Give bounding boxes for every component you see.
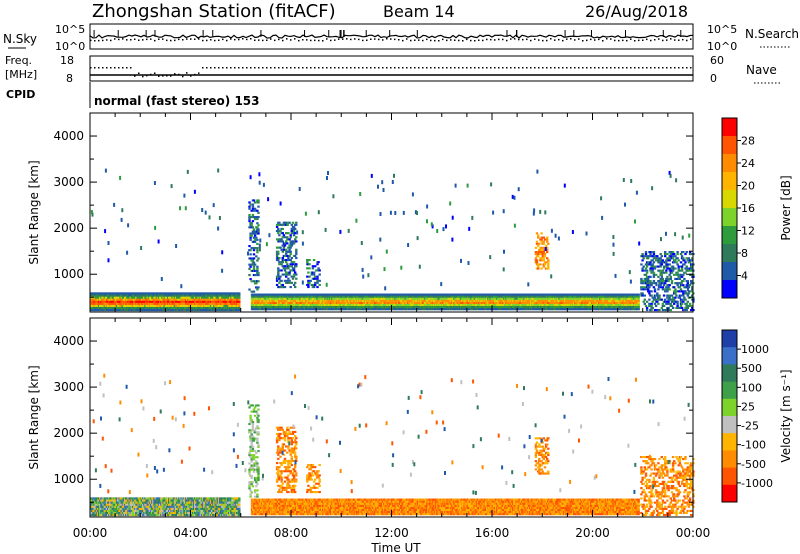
power-scatter (90, 168, 691, 291)
velocity-colorbar-swatch (722, 398, 737, 417)
velocity-colorbar-label: Velocity [m s⁻¹] (779, 369, 793, 462)
colorbar-tick-label: 24 (741, 157, 755, 170)
colorbar-tick-label: -1000 (741, 477, 773, 490)
freq-data (90, 67, 693, 78)
freq-tick-top: 18 (60, 54, 74, 67)
nsky-data (89, 30, 694, 42)
colorbar-tick-label: -100 (741, 439, 766, 452)
velocity-feature-1 (250, 498, 640, 516)
power-feature-3 (275, 221, 298, 289)
xtick-label: 20:00 (575, 526, 610, 540)
velocity-colorbar-swatch (722, 484, 737, 503)
xtick-label: 04:00 (173, 526, 208, 540)
velocity-colorbar-swatch (722, 467, 737, 486)
colorbar-tick-label: 500 (741, 362, 762, 375)
ytick-label: 4000 (53, 334, 84, 348)
velocity-feature-4 (306, 464, 321, 494)
freq-label-line2: [MHz] (5, 68, 37, 81)
xaxis-title: Time UT (370, 541, 421, 554)
nave-tick-top: 60 (710, 54, 724, 67)
velocity-colorbar-swatch (722, 330, 737, 348)
velocity-colorbar-swatch (722, 364, 737, 383)
power-feature-4 (306, 259, 321, 289)
velocity-colorbar-swatch (722, 347, 737, 365)
velocity-colorbar: 1000 500 100 25 -25 -100 -500 -1000 Velocity [m … (721, 329, 793, 503)
power-colorbar-swatch (722, 244, 737, 263)
velocity-colorbar-swatch (722, 450, 737, 469)
power-colorbar-swatch (722, 190, 737, 209)
colorbar-tick-label: 12 (741, 225, 755, 238)
colorbar-tick-label: 28 (741, 135, 755, 148)
ytick-label: 1000 (53, 472, 84, 486)
nave-tick-bottom: 0 (710, 72, 717, 85)
colorbar-tick-label: 1000 (741, 343, 769, 356)
power-panel: 1000 2000 3000 4000 Slant Range [km] (27, 112, 695, 313)
xtick-label: 16:00 (475, 526, 510, 540)
velocity-scatter (92, 373, 691, 495)
power-colorbar-swatch (722, 280, 737, 299)
power-feature-0 (90, 292, 241, 312)
power-feature-2 (248, 199, 260, 293)
power-ylabel: Slant Range [km] (27, 160, 41, 264)
ytick-label: 4000 (53, 129, 84, 143)
xtick-label: 00:00 (676, 526, 711, 540)
freq-tick-bottom: 8 (66, 72, 73, 85)
freq-label-line1: Freq. (5, 54, 32, 67)
colorbar-tick-label: 16 (741, 202, 755, 215)
nsky-tick-bottom: 10^0 (55, 40, 85, 53)
colorbar-tick-label: 20 (741, 180, 755, 193)
ytick-label: 2000 (53, 426, 84, 440)
cpid-text: normal (fast stereo) 153 (94, 94, 260, 108)
colorbar-tick-label: -500 (741, 458, 766, 471)
velocity-ylabel: Slant Range [km] (27, 365, 41, 469)
velocity-feature-6 (640, 456, 695, 517)
velocity-feature-2 (248, 404, 260, 498)
velocity-colorbar-swatch (722, 433, 737, 451)
ytick-label: 2000 (53, 221, 84, 235)
power-feature-5 (534, 232, 550, 270)
xtick-label: 12:00 (374, 526, 409, 540)
velocity-colorbar-swatch (722, 381, 737, 400)
velocity-feature-3 (275, 426, 298, 494)
colorbar-tick-label: 4 (741, 270, 748, 283)
power-colorbar-swatch (722, 118, 737, 137)
power-colorbar: 28 24 20 16 12 8 4 Power [dB] (721, 117, 793, 299)
xtick-label: 00:00 (73, 526, 108, 540)
station-title: Zhongshan Station (fitACF) (92, 1, 336, 22)
date-label: 26/Aug/2018 (585, 2, 688, 21)
cpid-label: CPID (6, 88, 35, 101)
velocity-frame (89, 317, 694, 518)
velocity-colorbar-swatch (722, 416, 737, 434)
power-colorbar-swatch (722, 136, 737, 155)
power-colorbar-swatch (722, 208, 737, 227)
nsearch-label: N.Search (745, 27, 799, 41)
xtick-label: 08:00 (274, 526, 309, 540)
ytick-label: 3000 (53, 175, 84, 189)
ytick-label: 3000 (53, 380, 84, 394)
velocity-feature-0 (90, 497, 241, 517)
power-colorbar-swatch (722, 226, 737, 245)
colorbar-tick-label: 100 (741, 381, 762, 394)
colorbar-tick-label: -25 (741, 420, 759, 433)
nsearch-tick-bottom: 10^0 (707, 40, 737, 53)
nsearch-tick-top: 10^5 (707, 23, 737, 36)
power-colorbar-swatch (722, 262, 737, 281)
power-colorbar-swatch (722, 172, 737, 191)
power-colorbar-label: Power [dB] (779, 175, 793, 240)
nsky-label: N.Sky (3, 32, 37, 46)
nsky-tick-top: 10^5 (55, 23, 85, 36)
velocity-panel: 1000 2000 3000 4000 Slant Range [km] (27, 317, 695, 518)
ytick-label: 1000 (53, 267, 84, 281)
time-axis-labels: 00:00 04:00 08:00 12:00 16:00 20:00 00:00 (73, 526, 711, 540)
beam-label: Beam 14 (383, 2, 455, 21)
power-feature-1 (250, 293, 640, 311)
velocity-feature-5 (534, 437, 550, 475)
power-feature-6 (640, 251, 695, 312)
nave-label: Nave (746, 63, 777, 77)
colorbar-tick-label: 8 (741, 247, 748, 260)
colorbar-tick-label: 25 (741, 400, 755, 413)
power-colorbar-swatch (722, 154, 737, 173)
velocity-colorbar-frame (721, 329, 738, 503)
